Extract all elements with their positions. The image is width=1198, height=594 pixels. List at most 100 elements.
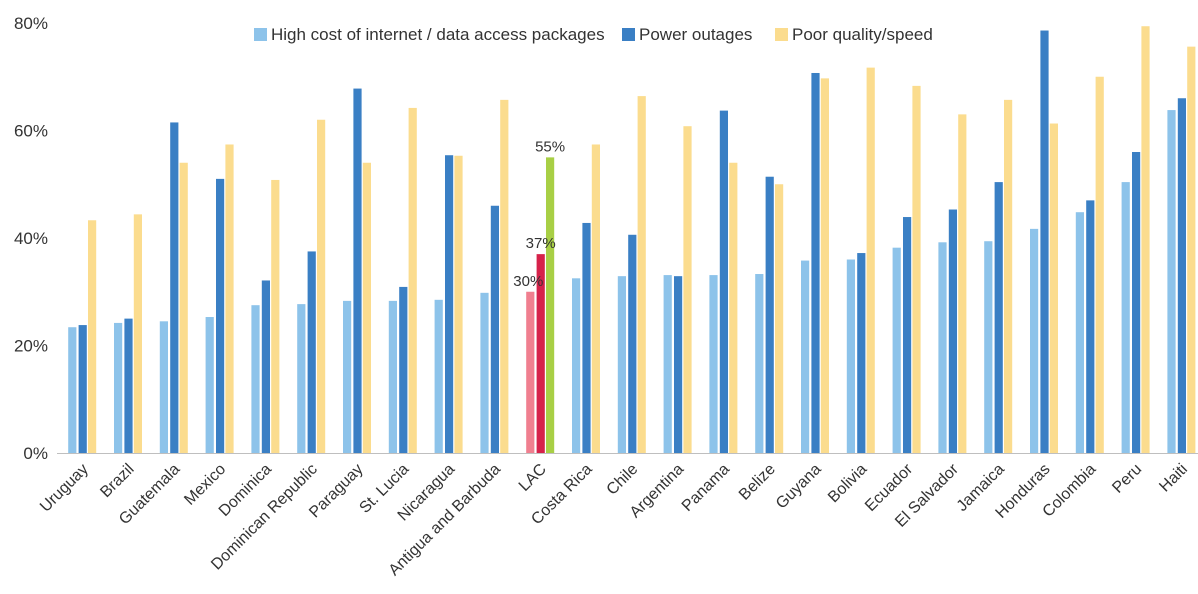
x-tick-label: Guyana <box>773 461 825 513</box>
x-tick-label: Chile <box>604 461 642 499</box>
bar-dominican-republic-series-2 <box>307 251 316 453</box>
bar-lac-series-2 <box>536 254 545 453</box>
y-tick-label: 60% <box>14 122 48 141</box>
bar-el-salvador-series-3 <box>958 114 967 453</box>
bar-bolivia-series-2 <box>857 253 866 453</box>
bar-data-labels: 30% 37% 55% <box>513 138 565 289</box>
bar-belize-series-2 <box>765 176 774 453</box>
bar-argentina-series-3 <box>683 126 692 453</box>
bar-jamaica-series-3 <box>1004 99 1013 454</box>
x-tick-label: Uruguay <box>37 461 92 516</box>
bar-guyana-series-2 <box>811 72 820 454</box>
bar-mexico-series-2 <box>216 178 225 453</box>
bar-antigua-and-barbuda-series-3 <box>500 99 509 454</box>
bar-belize-series-3 <box>775 184 784 453</box>
bar-honduras-series-1 <box>1030 228 1039 453</box>
bar-honduras-series-2 <box>1040 30 1049 454</box>
bar-dominican-republic-series-1 <box>297 304 306 453</box>
bar-brazil-series-2 <box>124 318 133 453</box>
bar-costa-rica-series-2 <box>582 222 591 453</box>
bar-honduras-series-3 <box>1049 123 1058 453</box>
bar-colombia-series-2 <box>1086 200 1095 453</box>
bar-argentina-series-2 <box>674 276 683 453</box>
bar-st-lucia-series-1 <box>388 300 397 453</box>
bar-guatemala-series-2 <box>170 122 179 453</box>
bar-panama-series-3 <box>729 162 738 453</box>
y-tick-label: 20% <box>14 337 48 356</box>
bar-data-label: 37% <box>526 235 556 252</box>
bar-dominica-series-3 <box>271 179 280 453</box>
bar-antigua-and-barbuda-series-2 <box>490 205 499 453</box>
bars <box>68 26 1196 454</box>
bar-st-lucia-series-3 <box>408 107 417 454</box>
bar-ecuador-series-3 <box>912 85 921 453</box>
legend-swatch <box>254 28 267 41</box>
bar-paraguay-series-2 <box>353 88 362 453</box>
x-tick-label: Panama <box>679 461 733 515</box>
bar-uruguay-series-3 <box>88 220 97 453</box>
bar-peru-series-3 <box>1141 26 1150 453</box>
bar-data-label: 55% <box>535 138 565 155</box>
bar-ecuador-series-1 <box>892 247 901 453</box>
legend-label: Poor quality/speed <box>792 25 933 44</box>
bar-bolivia-series-3 <box>866 67 875 454</box>
y-tick-label: 0% <box>23 444 48 463</box>
y-tick-label: 40% <box>14 229 48 248</box>
bar-belize-series-1 <box>755 274 764 453</box>
legend: High cost of internet / data access pack… <box>254 25 933 44</box>
bar-panama-series-1 <box>709 275 718 453</box>
bar-lac-series-1 <box>526 291 535 453</box>
bar-el-salvador-series-2 <box>948 209 957 453</box>
bar-haiti-series-1 <box>1167 110 1176 453</box>
bar-costa-rica-series-1 <box>572 278 581 453</box>
bar-colombia-series-3 <box>1095 76 1104 453</box>
bar-chile-series-2 <box>628 234 637 453</box>
bar-panama-series-2 <box>719 110 728 454</box>
bar-guatemala-series-1 <box>159 321 168 453</box>
bar-dominica-series-2 <box>261 280 270 453</box>
bar-antigua-and-barbuda-series-1 <box>480 292 489 453</box>
bar-haiti-series-2 <box>1177 98 1186 453</box>
bar-peru-series-2 <box>1132 152 1141 453</box>
x-tick-label: Bolivia <box>825 461 870 506</box>
bar-costa-rica-series-3 <box>591 144 600 453</box>
y-axis: 0% 20% 40% 60% 80% <box>14 14 48 463</box>
bar-dominican-republic-series-3 <box>317 119 326 453</box>
bar-jamaica-series-2 <box>994 182 1003 453</box>
bar-jamaica-series-1 <box>984 241 993 453</box>
x-tick-label: Haiti <box>1156 461 1191 496</box>
x-tick-label: Brazil <box>97 461 137 501</box>
bar-haiti-series-3 <box>1187 46 1196 454</box>
bar-brazil-series-3 <box>133 214 142 453</box>
bar-el-salvador-series-1 <box>938 242 947 453</box>
x-tick-label: Belize <box>736 461 779 504</box>
bar-paraguay-series-3 <box>362 162 371 453</box>
legend-label: High cost of internet / data access pack… <box>271 25 605 44</box>
bar-bolivia-series-1 <box>846 259 855 453</box>
bar-argentina-series-1 <box>663 275 672 453</box>
legend-label: Power outages <box>639 25 752 44</box>
bar-uruguay-series-2 <box>78 325 87 453</box>
bar-brazil-series-1 <box>114 322 123 453</box>
bar-colombia-series-1 <box>1075 212 1084 453</box>
bar-st-lucia-series-2 <box>399 286 408 453</box>
legend-swatch <box>775 28 788 41</box>
x-tick-label: Peru <box>1109 461 1145 497</box>
bar-guyana-series-3 <box>820 78 829 454</box>
y-tick-label: 80% <box>14 14 48 33</box>
bar-ecuador-series-2 <box>903 217 912 453</box>
bar-chile-series-1 <box>617 276 626 453</box>
bar-paraguay-series-1 <box>343 300 352 453</box>
bar-guatemala-series-3 <box>179 162 188 453</box>
bar-chile-series-3 <box>637 96 646 453</box>
bar-nicaragua-series-2 <box>445 155 454 453</box>
bar-data-label: 30% <box>513 273 543 290</box>
bar-uruguay-series-1 <box>68 327 77 453</box>
bar-peru-series-1 <box>1121 182 1130 453</box>
bar-dominica-series-1 <box>251 305 260 453</box>
bar-nicaragua-series-3 <box>454 155 463 453</box>
x-axis: Uruguay BrazilGuatemalaMexicoDominicaDomi… <box>37 453 1198 579</box>
x-tick-label: LAC <box>516 461 550 495</box>
bar-guyana-series-1 <box>801 260 810 453</box>
